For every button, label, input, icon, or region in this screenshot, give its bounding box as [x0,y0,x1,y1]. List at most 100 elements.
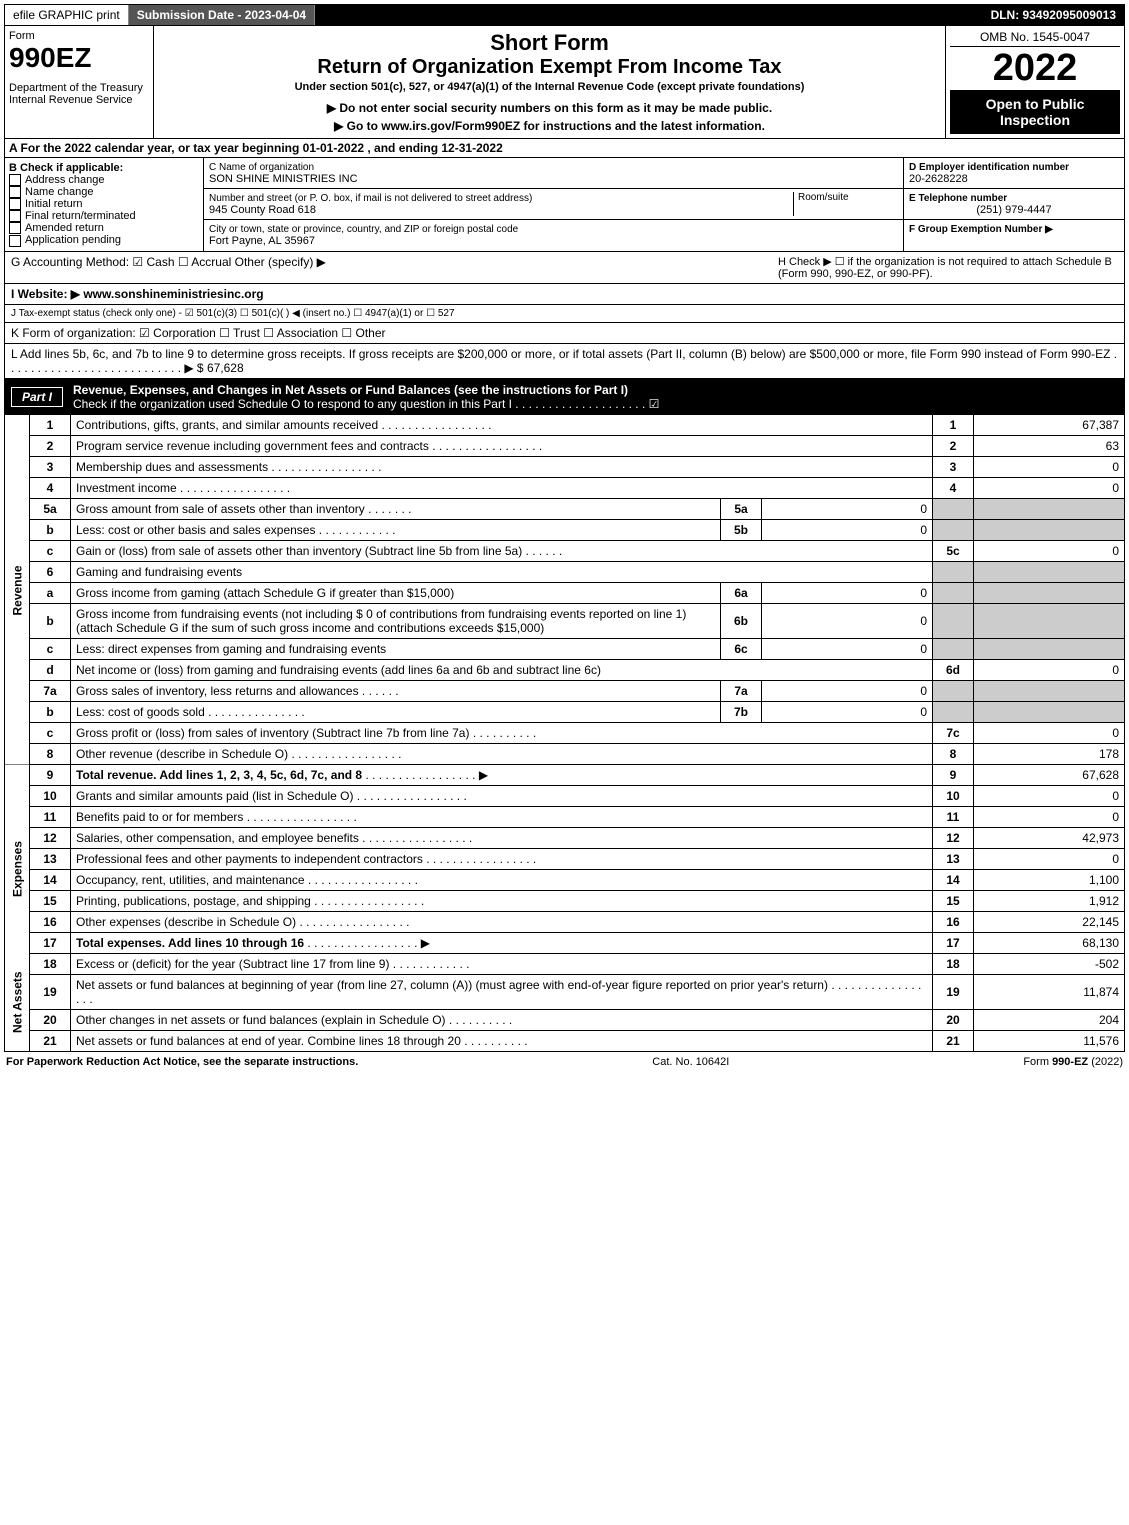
line-14-text: Occupancy, rent, utilities, and maintena… [76,873,305,887]
line-6c-subnum: 6c [721,638,762,659]
line-16-rightnum: 16 [933,911,974,932]
line-15-rightnum: 15 [933,890,974,911]
omb-number: OMB No. 1545-0047 [950,30,1120,47]
line-5b-gray2 [974,519,1125,540]
line-5a-subamount: 0 [762,498,933,519]
form-of-organization: K Form of organization: ☑ Corporation ☐ … [4,323,1125,344]
line-5b-subnum: 5b [721,519,762,540]
line-5c-text: Gain or (loss) from sale of assets other… [76,544,522,558]
part-i-header: Part I Revenue, Expenses, and Changes in… [4,379,1125,415]
line-5c-rightnum: 5c [933,540,974,561]
line-12-amount: 42,973 [974,827,1125,848]
dept-treasury: Department of the Treasury Internal Reve… [9,82,149,106]
submission-date: Submission Date - 2023-04-04 [129,5,315,25]
short-form-title: Short Form [158,30,941,56]
line-7c-amount: 0 [974,722,1125,743]
line-6-gray [933,561,974,582]
line-13-amount: 0 [974,848,1125,869]
line-7b-subamount: 0 [762,701,933,722]
opt-application-pending: Application pending [25,234,121,246]
line-17-text: Total expenses. Add lines 10 through 16 [76,936,304,950]
checkbox-name-change[interactable] [9,186,21,198]
line-12-num: 12 [30,827,71,848]
return-title: Return of Organization Exempt From Incom… [158,56,941,79]
efile-print[interactable]: efile GRAPHIC print [5,5,129,25]
line-13-rightnum: 13 [933,848,974,869]
room-suite-label: Room/suite [793,192,898,216]
line-7b-gray2 [974,701,1125,722]
line-14-num: 14 [30,869,71,890]
netassets-section-label: Net Assets [5,953,30,1051]
line-7b-subnum: 7b [721,701,762,722]
line-5c-amount: 0 [974,540,1125,561]
line-6b-subnum: 6b [721,603,762,638]
line-6b-text: Gross income from fundraising events (no… [71,603,721,638]
line-17-num: 17 [30,932,71,953]
footer-left: For Paperwork Reduction Act Notice, see … [6,1056,358,1068]
accounting-method: G Accounting Method: ☑ Cash ☐ Accrual Ot… [11,255,778,280]
line-19-amount: 11,874 [974,974,1125,1009]
line-5b-num: b [30,519,71,540]
line-3-amount: 0 [974,456,1125,477]
line-7a-text: Gross sales of inventory, less returns a… [76,684,359,698]
line-4-num: 4 [30,477,71,498]
line-7a-gray2 [974,680,1125,701]
line-6c-subamount: 0 [762,638,933,659]
line-6-text: Gaming and fundraising events [71,561,933,582]
line-7b-text: Less: cost of goods sold [76,705,205,719]
org-name: SON SHINE MINISTRIES INC [209,173,358,185]
line-7a-num: 7a [30,680,71,701]
line-17-rightnum: 17 [933,932,974,953]
line-4-amount: 0 [974,477,1125,498]
opt-initial-return: Initial return [25,198,82,210]
checkbox-address-change[interactable] [9,174,21,186]
line-10-num: 10 [30,785,71,806]
arrow-icon: ▶ [421,936,430,950]
line-19-rightnum: 19 [933,974,974,1009]
line-6d-text: Net income or (loss) from gaming and fun… [71,659,933,680]
opt-amended-return: Amended return [25,222,104,234]
line-6a-text: Gross income from gaming (attach Schedul… [71,582,721,603]
line-11-text: Benefits paid to or for members [76,810,243,824]
line-6c-gray [933,638,974,659]
line-5a-text: Gross amount from sale of assets other t… [76,502,365,516]
checkbox-amended-return[interactable] [9,222,21,234]
line-6d-rightnum: 6d [933,659,974,680]
line-6d-amount: 0 [974,659,1125,680]
checkbox-final-return[interactable] [9,210,21,222]
line-9-amount: 67,628 [974,764,1125,785]
line-10-rightnum: 10 [933,785,974,806]
info-grid: B Check if applicable: Address change Na… [4,158,1125,252]
line-6c-num: c [30,638,71,659]
footer-right: Form 990-EZ (2022) [1023,1056,1123,1068]
line-12-rightnum: 12 [933,827,974,848]
opt-address-change: Address change [25,174,105,186]
line-18-rightnum: 18 [933,953,974,974]
checkbox-initial-return[interactable] [9,198,21,210]
street-address: 945 County Road 618 [209,204,316,216]
section-a: A For the 2022 calendar year, or tax yea… [4,139,1125,158]
line-2-text: Program service revenue including govern… [76,439,429,453]
line-7c-num: c [30,722,71,743]
line-5a-gray2 [974,498,1125,519]
line-21-amount: 11,576 [974,1030,1125,1051]
line-1-num: 1 [30,415,71,436]
line-6-num: 6 [30,561,71,582]
ssn-warning: ▶ Do not enter social security numbers o… [158,101,941,115]
line-7a-subnum: 7a [721,680,762,701]
phone-value: (251) 979-4447 [909,204,1119,216]
checkbox-application-pending[interactable] [9,235,21,247]
line-20-text: Other changes in net assets or fund bala… [76,1013,446,1027]
website-text[interactable]: I Website: ▶ www.sonshineministriesinc.o… [11,287,264,301]
opt-name-change: Name change [25,186,94,198]
goto-link[interactable]: ▶ Go to www.irs.gov/Form990EZ for instru… [158,119,941,133]
line-17-amount: 68,130 [974,932,1125,953]
line-7b-num: b [30,701,71,722]
line-3-num: 3 [30,456,71,477]
line-18-num: 18 [30,953,71,974]
line-7c-text: Gross profit or (loss) from sales of inv… [76,726,469,740]
phone-label: E Telephone number [909,193,1007,204]
line-9-rightnum: 9 [933,764,974,785]
form-label: Form [9,30,149,42]
tax-exempt-status: J Tax-exempt status (check only one) - ☑… [4,305,1125,323]
